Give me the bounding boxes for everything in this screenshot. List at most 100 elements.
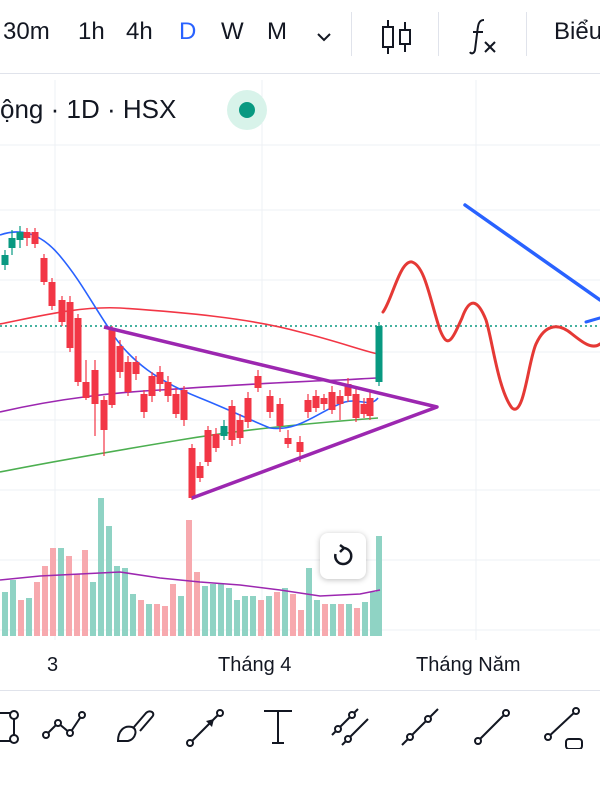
candle-body: [48, 282, 56, 306]
triangle-pattern[interactable]: [103, 325, 439, 500]
blue-trend-line-2[interactable]: [584, 316, 600, 324]
candle-body: [140, 394, 148, 412]
candle-body: [244, 398, 252, 422]
volume-bar: [50, 548, 56, 636]
volume-bar: [314, 600, 320, 636]
volume-bar: [266, 596, 272, 636]
blue-trend-line[interactable]: [463, 203, 600, 302]
ma-green-line: [0, 417, 379, 473]
parallel-channel-icon[interactable]: [328, 705, 372, 749]
x-axis-label: Tháng Năm: [416, 654, 521, 676]
volume-bar: [122, 568, 128, 636]
volume-bar: [34, 582, 40, 636]
volume-bar: [218, 584, 224, 636]
volume-bar: [130, 594, 136, 636]
volume-bar: [58, 548, 64, 636]
candle-body: [328, 392, 336, 410]
ray-icon[interactable]: [398, 705, 442, 749]
brush-icon[interactable]: [114, 705, 158, 749]
timeframe-m[interactable]: M: [267, 18, 287, 45]
volume-bar: [194, 572, 200, 636]
candle-body: [116, 346, 124, 372]
chevron-down-icon[interactable]: [315, 28, 333, 46]
divider: [526, 12, 527, 56]
candlesticks: [1, 226, 383, 500]
candle-body: [8, 238, 16, 248]
volume-bars: [2, 498, 382, 636]
volume-bar: [10, 580, 16, 636]
volume-bar: [170, 584, 176, 636]
candle-body: [360, 404, 368, 414]
candle-body: [1, 255, 9, 265]
reset-icon: [334, 544, 353, 566]
candle-body: [320, 398, 328, 404]
chart-menu-label[interactable]: Biểu: [554, 18, 600, 45]
volume-bar: [242, 596, 248, 636]
candle-body: [172, 394, 180, 414]
candle-body: [212, 434, 220, 448]
volume-bar: [250, 596, 256, 636]
divider: [351, 12, 352, 56]
candle-body: [66, 302, 74, 348]
fx-icon[interactable]: [468, 16, 500, 56]
candle-body: [124, 362, 132, 392]
red-brush-drawing[interactable]: [381, 260, 600, 411]
volume-bar: [114, 566, 120, 636]
volume-bar: [258, 600, 264, 636]
candle-body: [220, 426, 228, 436]
status-dot-icon: [239, 102, 255, 118]
volume-bar: [74, 574, 80, 636]
trend-arrow-icon[interactable]: [184, 705, 228, 749]
volume-bar: [290, 594, 296, 636]
volume-bar: [370, 592, 376, 636]
volume-bar: [306, 568, 312, 636]
volume-bar: [210, 584, 216, 636]
ma-purple-line: [0, 377, 379, 413]
divider: [438, 12, 439, 56]
volume-bar: [98, 498, 104, 636]
candle-body: [148, 376, 156, 396]
symbol-legend[interactable]: ộng · 1D · HSX: [0, 94, 177, 124]
candle-body: [23, 232, 31, 238]
candle-body: [204, 430, 212, 462]
trend-line-icon[interactable]: [470, 705, 514, 749]
candle-body: [276, 404, 284, 426]
candle-body: [312, 396, 320, 408]
candle-body: [236, 420, 244, 438]
timeframe-w[interactable]: W: [221, 18, 244, 45]
timeframe-4h[interactable]: 4h: [126, 18, 153, 45]
volume-ma-line: [0, 571, 381, 597]
top-toolbar: 30m 1h 4h D W M Biểu: [0, 0, 600, 74]
candle-body: [284, 438, 292, 444]
candle-body: [180, 390, 188, 420]
reset-chart-button[interactable]: [320, 533, 366, 579]
market-status-badge: [227, 90, 267, 130]
timeframe-30m[interactable]: 30m: [3, 18, 50, 45]
candle-body: [74, 318, 82, 382]
price-chart[interactable]: [0, 74, 600, 690]
candlestick-icon[interactable]: [380, 18, 414, 56]
volume-bar: [82, 550, 88, 636]
candle-body: [196, 466, 204, 478]
timeframe-d[interactable]: D: [179, 18, 197, 45]
volume-bar: [274, 592, 280, 636]
volume-bar: [162, 606, 168, 636]
extended-line-icon[interactable]: [540, 705, 584, 749]
x-axis-label: 3: [47, 654, 59, 676]
volume-bar: [376, 536, 382, 636]
polyline-icon[interactable]: [42, 705, 86, 749]
candle-body: [344, 384, 352, 396]
cursor-tool-icon[interactable]: [0, 705, 30, 749]
timeframe-1h[interactable]: 1h: [78, 18, 105, 45]
candle-body: [164, 382, 172, 396]
candle-body: [375, 326, 383, 382]
candle-body: [132, 362, 140, 374]
volume-bar: [66, 556, 72, 636]
volume-bar: [42, 566, 48, 636]
candle-body: [296, 442, 304, 452]
volume-bar: [234, 600, 240, 636]
volume-bar: [138, 600, 144, 636]
volume-bar: [2, 592, 8, 636]
volume-bar: [26, 598, 32, 636]
text-tool-icon[interactable]: [256, 705, 300, 749]
